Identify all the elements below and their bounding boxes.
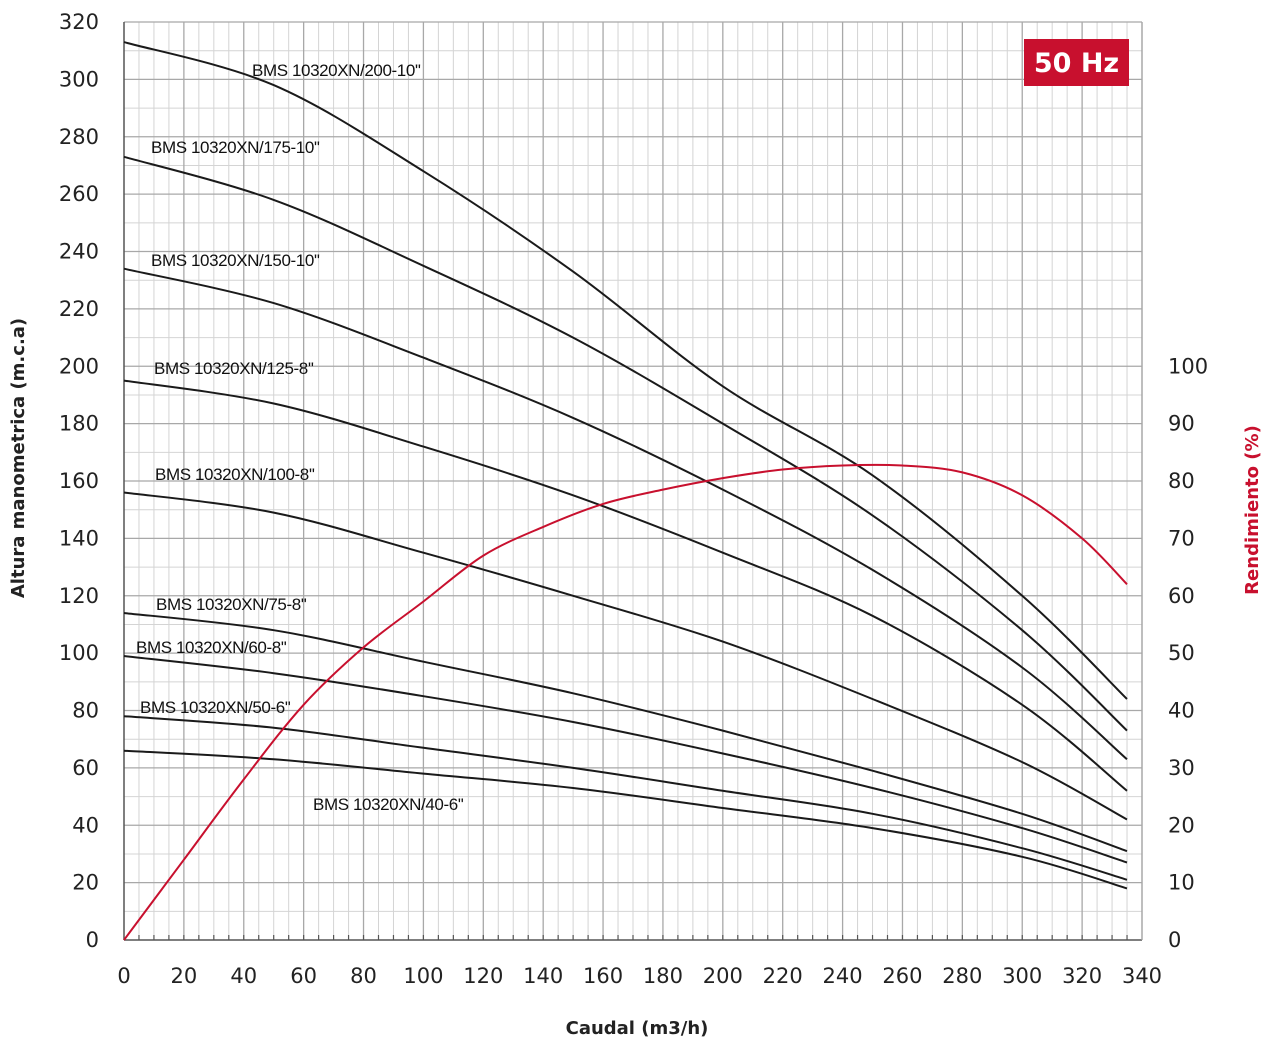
- series-label: BMS 10320XN/175-10'': [151, 138, 320, 157]
- x-tick-label: 160: [583, 964, 623, 988]
- y2-tick-label: 70: [1168, 526, 1195, 550]
- x-tick-label: 80: [350, 964, 377, 988]
- head-curve-line: [123, 41, 1128, 700]
- efficiency-curve-line: [123, 463, 1128, 941]
- y-tick-label: 80: [72, 699, 99, 723]
- frequency-badge-text: 50 Hz: [1034, 48, 1119, 79]
- series-labels: BMS 10320XN/200-10'' BMS 10320XN/175-10''…: [136, 61, 464, 814]
- series-label: BMS 10320XN/60-8'': [136, 638, 287, 657]
- y2-tick-label: 60: [1168, 584, 1195, 608]
- y2-tick-label: 40: [1168, 699, 1195, 723]
- x-tick-label: 100: [403, 964, 443, 988]
- x-tick-label: 280: [942, 964, 982, 988]
- frequency-badge-bg: [1024, 39, 1129, 86]
- x-tick-label: 40: [230, 964, 257, 988]
- y-tick-label: 0: [86, 928, 99, 952]
- y2-tick-label: 90: [1168, 412, 1195, 436]
- head-curve-line: [123, 491, 1128, 821]
- y-tick-label: 60: [72, 756, 99, 780]
- x-tick-label: 140: [523, 964, 563, 988]
- head-curve-line: [123, 155, 1128, 732]
- y-tick-label: 200: [59, 354, 99, 378]
- y-tick-label: 100: [59, 641, 99, 665]
- series-label: BMS 10320XN/40-6'': [313, 795, 464, 814]
- y-tick-label: 260: [59, 182, 99, 206]
- tick-labels: 0 20 40 60 80 100 120 140 160 180 200 220 240 260 280 3…: [59, 10, 1208, 988]
- x-tick-label: 260: [882, 964, 922, 988]
- y-tick-label: 280: [59, 125, 99, 149]
- head-curve-line: [123, 612, 1128, 853]
- efficiency-curve-group: [123, 463, 1128, 941]
- y2-tick-label: 30: [1168, 756, 1195, 780]
- series-label: BMS 10320XN/150-10'': [151, 251, 320, 270]
- y2-tick-label: 0: [1168, 928, 1181, 952]
- head-curve-line: [123, 715, 1128, 881]
- y-tick-label: 240: [59, 240, 99, 264]
- x-tick-label: 20: [171, 964, 198, 988]
- y2-tick-label: 10: [1168, 871, 1195, 895]
- x-tick-label: 200: [703, 964, 743, 988]
- y-tick-label: 20: [72, 871, 99, 895]
- head-curve-line: [123, 655, 1128, 864]
- y2-axis-title: Rendimiento (%): [1242, 425, 1263, 595]
- y-tick-label: 320: [59, 10, 99, 34]
- series-label: BMS 10320XN/100-8'': [155, 465, 315, 484]
- x-tick-label: 0: [117, 964, 130, 988]
- y-tick-label: 300: [59, 67, 99, 91]
- head-curve-line: [123, 749, 1128, 890]
- y-tick-label: 220: [59, 297, 99, 321]
- y-tick-label: 160: [59, 469, 99, 493]
- head-curve-line: [123, 379, 1128, 792]
- x-tick-label: 240: [823, 964, 863, 988]
- x-tick-label: 320: [1062, 964, 1102, 988]
- head-curve-line: [123, 267, 1128, 761]
- y-tick-label: 120: [59, 584, 99, 608]
- x-axis-title: Caudal (m3/h): [566, 1018, 709, 1039]
- y-tick-label: 40: [72, 813, 99, 837]
- x-tick-label: 180: [643, 964, 683, 988]
- y2-tick-label: 80: [1168, 469, 1195, 493]
- x-tick-label: 340: [1122, 964, 1162, 988]
- series-label: BMS 10320XN/125-8'': [154, 359, 314, 378]
- x-tick-label: 120: [463, 964, 503, 988]
- y2-tick-label: 50: [1168, 641, 1195, 665]
- y2-tick-label: 20: [1168, 813, 1195, 837]
- x-tick-label: 220: [763, 964, 803, 988]
- x-tick-label: 60: [290, 964, 317, 988]
- axes: [123, 22, 1143, 941]
- series-label: BMS 10320XN/200-10'': [252, 61, 421, 80]
- frequency-badge: 50 Hz: [1024, 39, 1129, 86]
- y-axis-title: Altura manometrica (m.c.a): [8, 318, 29, 598]
- series-label: BMS 10320XN/75-8'': [156, 595, 307, 614]
- y-tick-label: 180: [59, 412, 99, 436]
- head-curves: [123, 41, 1128, 890]
- series-label: BMS 10320XN/50-6'': [140, 698, 291, 717]
- y-tick-label: 140: [59, 526, 99, 550]
- y2-tick-label: 100: [1168, 354, 1208, 378]
- x-tick-label: 300: [1002, 964, 1042, 988]
